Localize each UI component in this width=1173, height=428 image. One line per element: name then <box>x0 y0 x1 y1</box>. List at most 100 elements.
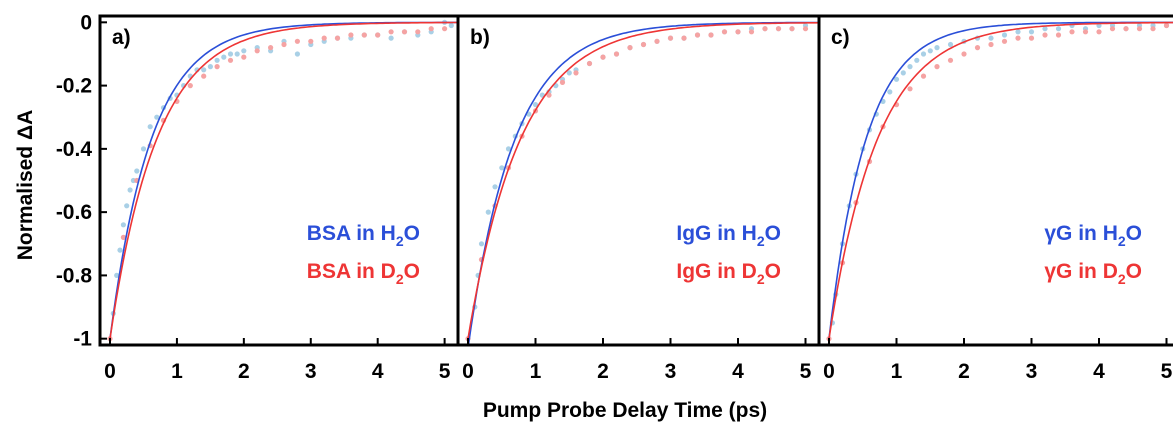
data-point-d2o <box>1015 35 1021 41</box>
x-tick-label: 2 <box>238 360 250 383</box>
data-point-h2o <box>294 51 300 57</box>
panel-frame <box>817 14 1173 347</box>
data-point-d2o <box>667 35 674 41</box>
data-point-h2o <box>1028 29 1035 35</box>
data-point-h2o <box>221 54 227 60</box>
data-point-h2o <box>448 22 454 29</box>
x-tick-label: 0 <box>823 360 835 383</box>
legend-text: IgG in D <box>676 260 757 283</box>
y-tick-label: -0.6 <box>56 201 92 224</box>
data-point-d2o <box>308 38 314 44</box>
data-point-d2o <box>654 38 660 44</box>
data-point-d2o <box>613 51 620 57</box>
legend-text: IgG in H <box>676 222 757 245</box>
data-point-d2o <box>735 29 741 35</box>
x-tick-label: 4 <box>1093 360 1105 383</box>
legend-subscript: 2 <box>1118 233 1126 249</box>
data-point-d2o <box>947 57 954 63</box>
data-point-d2o <box>627 45 633 51</box>
data-point-d2o <box>748 29 755 35</box>
fit-line-h2o <box>828 21 1173 339</box>
data-point-d2o <box>268 45 274 51</box>
data-point-h2o <box>117 247 123 253</box>
legend-text: BSA in H <box>307 222 396 245</box>
x-tick-label: 1 <box>530 360 542 383</box>
data-point-h2o <box>907 64 913 70</box>
data-point-d2o <box>187 83 193 89</box>
data-point-h2o <box>114 272 120 278</box>
fit-line-d2o <box>828 21 1173 339</box>
data-point-d2o <box>586 60 593 67</box>
legend-subscript: 2 <box>1118 271 1126 287</box>
data-point-d2o <box>1109 26 1116 32</box>
data-point-d2o <box>1163 22 1170 29</box>
data-point-h2o <box>934 45 940 51</box>
data-point-d2o <box>321 35 327 41</box>
data-point-d2o <box>546 92 552 98</box>
data-point-d2o <box>1001 38 1008 44</box>
data-point-h2o <box>1015 29 1021 35</box>
data-point-d2o <box>1150 26 1156 32</box>
plot-area <box>107 19 458 342</box>
x-tick-label: 3 <box>665 360 677 383</box>
panels: 0 1 2 3 4 50-0.2-0.4-0.6-0.8-1a)BSA in H2OBSA… <box>56 11 1173 383</box>
data-point-d2o <box>1082 29 1089 35</box>
data-point-h2o <box>234 51 240 57</box>
data-point-d2o <box>708 32 714 38</box>
data-point-h2o <box>988 35 994 41</box>
data-point-h2o <box>920 51 927 57</box>
data-point-h2o <box>893 76 900 82</box>
x-axis-title: Pump Probe Delay Time (ps) <box>483 399 767 422</box>
fit-line-h2o <box>109 21 458 339</box>
data-point-h2o <box>388 35 394 41</box>
data-point-d2o <box>1123 26 1129 32</box>
data-point-d2o <box>388 29 394 35</box>
data-point-h2o <box>485 209 491 215</box>
data-point-d2o <box>401 29 408 35</box>
legend-text: γG in H <box>1044 222 1118 245</box>
data-point-d2o <box>1028 35 1035 41</box>
data-point-d2o <box>762 26 768 32</box>
data-point-d2o <box>415 29 421 35</box>
data-point-h2o <box>227 51 234 57</box>
data-point-d2o <box>254 48 260 54</box>
panel-label: c) <box>831 26 850 49</box>
y-tick-label: -0.4 <box>56 138 93 161</box>
data-point-h2o <box>532 102 539 108</box>
y-tick-label: -0.2 <box>56 75 92 98</box>
data-point-d2o <box>681 35 687 41</box>
x-tick-label: 4 <box>732 360 744 383</box>
plot-area <box>465 21 819 345</box>
data-point-h2o <box>927 48 933 54</box>
data-point-d2o <box>694 32 701 38</box>
data-point-d2o <box>1136 26 1143 32</box>
data-point-h2o <box>134 168 140 174</box>
data-point-d2o <box>214 64 220 70</box>
x-tick-label: 3 <box>305 360 317 383</box>
data-point-d2o <box>361 32 367 38</box>
data-point-d2o <box>1069 29 1075 35</box>
data-point-d2o <box>1055 32 1062 38</box>
fit-line-d2o <box>109 21 458 339</box>
data-point-h2o <box>1055 26 1062 32</box>
y-tick-label: -0.8 <box>56 264 93 287</box>
data-point-d2o <box>600 54 606 60</box>
legend-text-end: O <box>404 260 420 283</box>
data-point-h2o <box>127 187 133 193</box>
data-point-h2o <box>241 48 247 54</box>
data-point-d2o <box>281 41 287 48</box>
plot-area <box>826 21 1173 342</box>
data-point-d2o <box>227 57 234 63</box>
legend-subscript: 2 <box>396 271 404 287</box>
data-point-d2o <box>201 73 207 79</box>
y-tick-label: -1 <box>73 328 92 351</box>
data-point-d2o <box>120 234 126 240</box>
data-point-d2o <box>640 41 647 48</box>
data-point-d2o <box>334 35 341 41</box>
data-point-h2o <box>505 146 512 152</box>
legend-entry-h2o: IgG in H2O <box>676 222 781 249</box>
data-point-h2o <box>478 241 485 247</box>
